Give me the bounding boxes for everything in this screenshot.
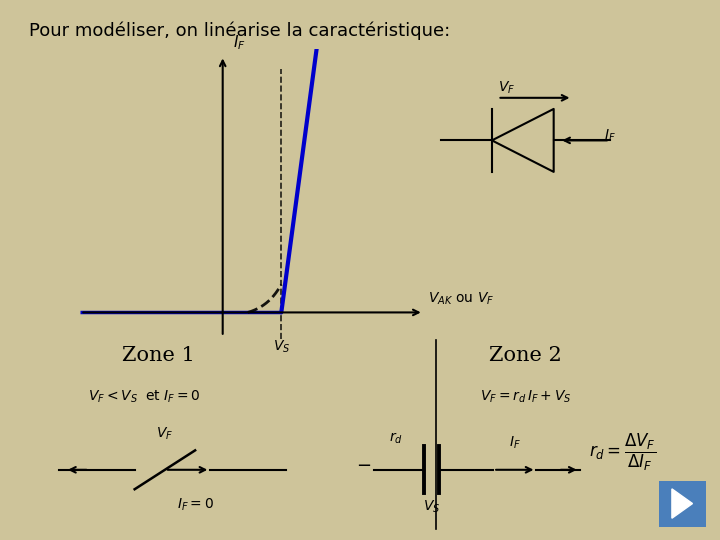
Text: $r_d = \dfrac{\Delta V_F}{\Delta I_F}$: $r_d = \dfrac{\Delta V_F}{\Delta I_F}$ [589, 432, 657, 473]
Text: $V_S$: $V_S$ [423, 499, 441, 515]
Text: $V_F < V_S$  et $I_F =0$: $V_F < V_S$ et $I_F =0$ [88, 389, 200, 405]
Text: $V_F$: $V_F$ [156, 426, 174, 442]
Text: $I_F$: $I_F$ [603, 127, 616, 144]
Text: $V_S$: $V_S$ [273, 339, 290, 355]
Text: $V_F$: $V_F$ [498, 79, 515, 96]
Text: $-$: $-$ [356, 455, 372, 473]
Text: $I_F$: $I_F$ [233, 33, 246, 52]
Text: Zone 1: Zone 1 [122, 346, 195, 365]
Text: Zone 2: Zone 2 [489, 346, 562, 365]
Text: $V_{AK}$ ou $V_F$: $V_{AK}$ ou $V_F$ [428, 291, 494, 307]
Text: $I_F$: $I_F$ [509, 435, 521, 451]
Text: $V_F = r_d\, I_F+ V_S$: $V_F = r_d\, I_F+ V_S$ [480, 389, 572, 405]
Text: Pour modéliser, on linéarise la caractéristique:: Pour modéliser, on linéarise la caractér… [29, 22, 450, 40]
Text: $r_d$: $r_d$ [389, 431, 403, 447]
Text: $I_F=0$: $I_F=0$ [176, 497, 214, 513]
Polygon shape [672, 489, 693, 518]
